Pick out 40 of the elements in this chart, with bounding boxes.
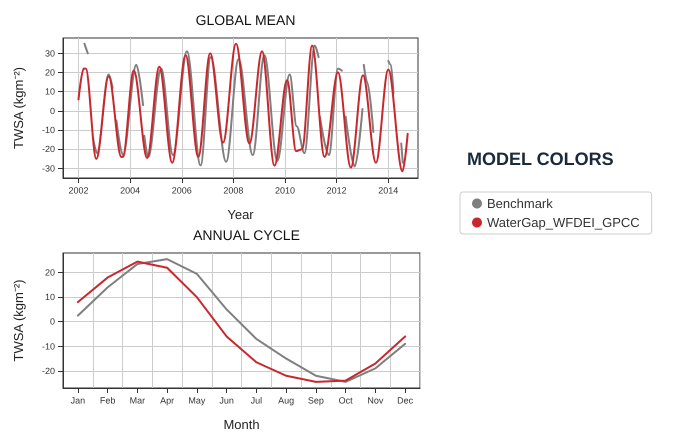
x-tick-label: 2004: [120, 186, 140, 196]
x-tick-label: Sep: [308, 396, 324, 406]
x-tick-label: Dec: [397, 396, 414, 406]
x-tick-label: May: [188, 396, 206, 406]
x-tick-label: 2010: [275, 186, 296, 196]
y-tick-label: -10: [42, 125, 55, 136]
y-tick-label: 10: [44, 292, 55, 302]
y-tick-label: -10: [42, 341, 55, 352]
y-tick-label: -20: [42, 144, 55, 154]
x-axis-title: Month: [223, 417, 260, 432]
y-axis-title: TWSA (kgm⁻²): [11, 280, 26, 362]
x-tick-label: Jun: [219, 396, 234, 406]
y-tick-label: 0: [50, 106, 55, 116]
x-tick-label: 2012: [326, 186, 347, 196]
y-tick-label: 30: [44, 48, 55, 58]
legend-title: MODEL COLORS: [467, 149, 614, 169]
y-tick-label: 0: [50, 316, 55, 327]
legend-label: WaterGap_WFDEI_GPCC: [487, 215, 640, 230]
y-tick-label: 20: [44, 268, 55, 278]
x-tick-label: Jan: [70, 396, 86, 406]
x-axis-title: Year: [227, 207, 254, 222]
x-tick-label: Mar: [130, 396, 146, 406]
x-tick-label: 2014: [378, 186, 398, 196]
legend-label: Benchmark: [487, 196, 554, 211]
x-tick-label: 2006: [172, 186, 192, 196]
y-tick-label: -30: [42, 163, 55, 174]
chart-title: GLOBAL MEAN: [196, 12, 296, 28]
chart-title: ANNUAL CYCLE: [193, 227, 300, 243]
y-tick-label: -20: [42, 366, 55, 376]
x-tick-label: Feb: [100, 396, 116, 406]
x-tick-label: Aug: [278, 396, 294, 406]
x-tick-label: Nov: [367, 396, 384, 406]
y-axis-title: TWSA (kgm⁻²): [11, 67, 26, 149]
x-tick-label: Apr: [160, 396, 174, 406]
y-tick-label: 20: [44, 68, 55, 78]
x-tick-label: Oct: [338, 396, 354, 406]
x-tick-label: 2002: [68, 186, 89, 196]
y-tick-label: 10: [44, 86, 55, 97]
x-tick-label: 2008: [223, 186, 244, 196]
x-tick-label: Jul: [250, 396, 262, 406]
